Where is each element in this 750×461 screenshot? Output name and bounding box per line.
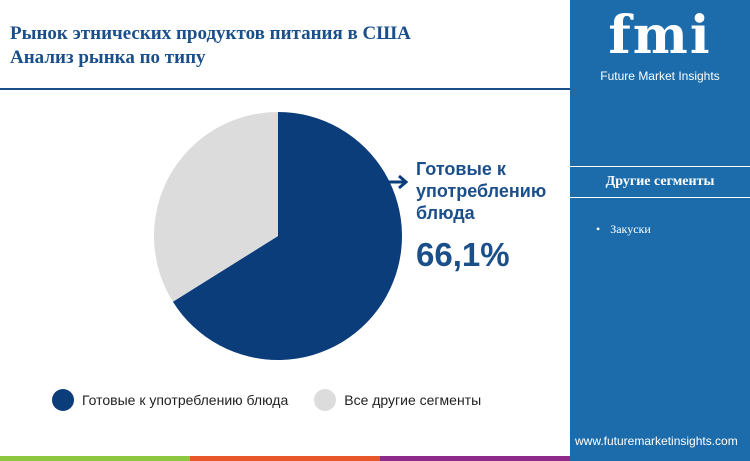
legend-swatch <box>52 389 74 411</box>
callout-label: Готовые к употреблению блюда <box>416 159 547 223</box>
legend: Готовые к употреблению блюда Все другие … <box>52 389 481 411</box>
legend-item-ready-meals: Готовые к употреблению блюда <box>52 389 288 411</box>
legend-item-others: Все другие сегменты <box>314 389 481 411</box>
footer-bar-purple <box>380 456 570 461</box>
other-segments-heading: Другие сегменты <box>570 166 750 198</box>
pie-slice-1 <box>154 112 278 302</box>
logo-mark: fmi <box>608 8 712 64</box>
title-line-1: Рынок этнических продуктов питания в США <box>10 23 411 44</box>
callout: Готовые к употреблению блюда 66,1% <box>416 158 566 274</box>
page-title: Рынок этнических продуктов питания в США… <box>10 22 560 70</box>
logo-subtitle: Future Market Insights <box>600 69 720 83</box>
legend-label: Все другие сегменты <box>344 392 482 408</box>
website-url[interactable]: www.futuremarketinsights.com <box>575 434 738 448</box>
callout-arrow-icon <box>388 174 409 190</box>
fmi-logo: fmi Future Market Insights <box>590 8 730 84</box>
sidebar: fmi Future Market Insights Другие сегмен… <box>570 0 750 461</box>
divider <box>0 88 570 90</box>
pie-chart <box>154 112 409 360</box>
legend-swatch <box>314 389 337 411</box>
footer-bar-green <box>0 456 190 461</box>
legend-label: Готовые к употреблению блюда <box>82 392 289 408</box>
pie-slice-0 <box>172 112 403 360</box>
segment-item: Закуски <box>596 222 651 236</box>
title-line-2: Анализ рынка по типу <box>10 47 206 68</box>
callout-value: 66,1% <box>416 236 510 273</box>
footer-bar-orange <box>190 456 380 461</box>
